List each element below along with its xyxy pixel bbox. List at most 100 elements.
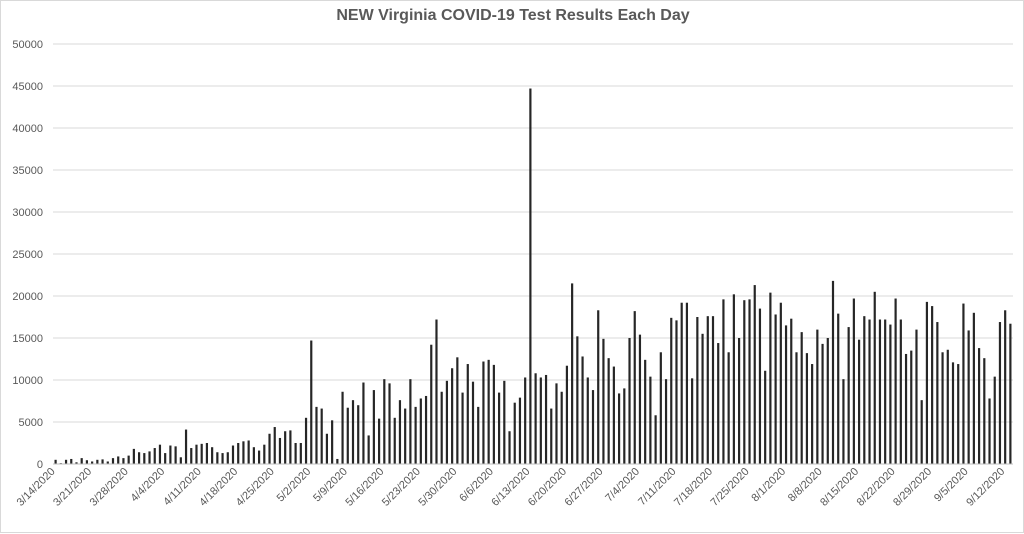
bar bbox=[430, 344, 433, 464]
bar bbox=[310, 340, 313, 464]
bar bbox=[910, 350, 913, 464]
bar bbox=[440, 391, 443, 464]
bar bbox=[941, 352, 944, 464]
bar bbox=[706, 316, 709, 464]
y-tick-label: 50000 bbox=[12, 39, 43, 51]
bar bbox=[461, 392, 464, 464]
bar bbox=[179, 457, 182, 464]
bar bbox=[675, 320, 678, 464]
bar bbox=[357, 405, 360, 464]
bar bbox=[962, 303, 965, 464]
bar bbox=[174, 446, 177, 464]
bar bbox=[409, 379, 412, 464]
bar bbox=[268, 433, 271, 464]
x-tick-label: 3/14/2020 bbox=[15, 466, 58, 509]
bar bbox=[242, 441, 245, 464]
y-tick-label: 35000 bbox=[12, 165, 43, 177]
bar bbox=[993, 376, 996, 464]
bar bbox=[487, 359, 490, 464]
bar bbox=[816, 329, 819, 464]
y-tick-label: 45000 bbox=[12, 81, 43, 93]
bar bbox=[1004, 310, 1007, 464]
bar bbox=[524, 377, 527, 464]
bar bbox=[805, 353, 809, 464]
bar bbox=[299, 443, 302, 464]
x-tick-label: 5/23/2020 bbox=[380, 466, 423, 509]
bar bbox=[404, 408, 407, 464]
bar bbox=[184, 429, 188, 464]
bar bbox=[325, 433, 329, 464]
bar bbox=[983, 358, 986, 464]
bar bbox=[717, 343, 720, 464]
bar bbox=[346, 407, 349, 464]
bar bbox=[341, 391, 344, 464]
bar bbox=[591, 390, 595, 464]
bar bbox=[445, 380, 449, 464]
bar bbox=[581, 356, 584, 464]
bar bbox=[607, 358, 610, 464]
bar bbox=[711, 316, 715, 464]
bar bbox=[894, 298, 897, 464]
bar bbox=[852, 298, 855, 464]
bar bbox=[284, 431, 287, 464]
bar bbox=[252, 447, 255, 464]
bar bbox=[988, 398, 991, 464]
x-axis-ticks: 3/14/20203/21/20203/28/20204/4/20204/11/… bbox=[15, 466, 1008, 509]
bar bbox=[372, 390, 375, 464]
bar bbox=[597, 310, 600, 464]
bar bbox=[571, 283, 574, 464]
bar bbox=[508, 431, 511, 464]
bar bbox=[122, 458, 125, 464]
bar bbox=[435, 319, 438, 464]
bar bbox=[529, 88, 532, 465]
bar bbox=[633, 311, 636, 464]
bar bbox=[873, 291, 876, 464]
bar bbox=[889, 324, 892, 464]
bar bbox=[153, 448, 156, 464]
bar bbox=[482, 361, 485, 464]
bar bbox=[132, 448, 135, 464]
bar bbox=[748, 299, 751, 464]
bar bbox=[226, 452, 229, 464]
bar bbox=[878, 319, 882, 464]
bar bbox=[367, 435, 370, 464]
bar bbox=[158, 444, 162, 464]
bar bbox=[899, 319, 902, 464]
bar bbox=[351, 400, 355, 464]
bar bbox=[216, 452, 219, 464]
bar bbox=[701, 333, 704, 464]
bar bbox=[696, 317, 699, 464]
bar bbox=[576, 336, 579, 464]
bar bbox=[831, 280, 835, 464]
bar bbox=[737, 338, 741, 464]
x-tick-label: 7/18/2020 bbox=[672, 466, 715, 509]
y-tick-label: 20000 bbox=[12, 291, 43, 303]
bar bbox=[205, 443, 209, 464]
bar bbox=[691, 378, 694, 464]
x-tick-label: 3/28/2020 bbox=[88, 466, 131, 509]
bar bbox=[659, 352, 662, 464]
y-tick-label: 25000 bbox=[12, 249, 43, 261]
bar bbox=[821, 343, 824, 464]
bar bbox=[221, 453, 224, 464]
bar bbox=[377, 418, 381, 464]
bar bbox=[492, 364, 495, 464]
bar bbox=[732, 294, 735, 464]
bar bbox=[868, 319, 871, 464]
bar bbox=[550, 408, 553, 464]
bar bbox=[539, 377, 542, 464]
bar bbox=[790, 318, 793, 464]
bar bbox=[211, 447, 214, 464]
bar bbox=[811, 364, 814, 464]
bar bbox=[320, 408, 323, 464]
bar bbox=[602, 338, 605, 464]
bar bbox=[106, 461, 109, 464]
bar bbox=[247, 440, 250, 464]
bar bbox=[101, 459, 104, 464]
x-tick-label: 6/27/2020 bbox=[562, 466, 605, 509]
bar bbox=[289, 430, 292, 464]
bar bbox=[393, 417, 396, 464]
y-tick-label: 40000 bbox=[12, 123, 43, 135]
bar bbox=[117, 456, 120, 464]
y-tick-label: 30000 bbox=[12, 207, 43, 219]
